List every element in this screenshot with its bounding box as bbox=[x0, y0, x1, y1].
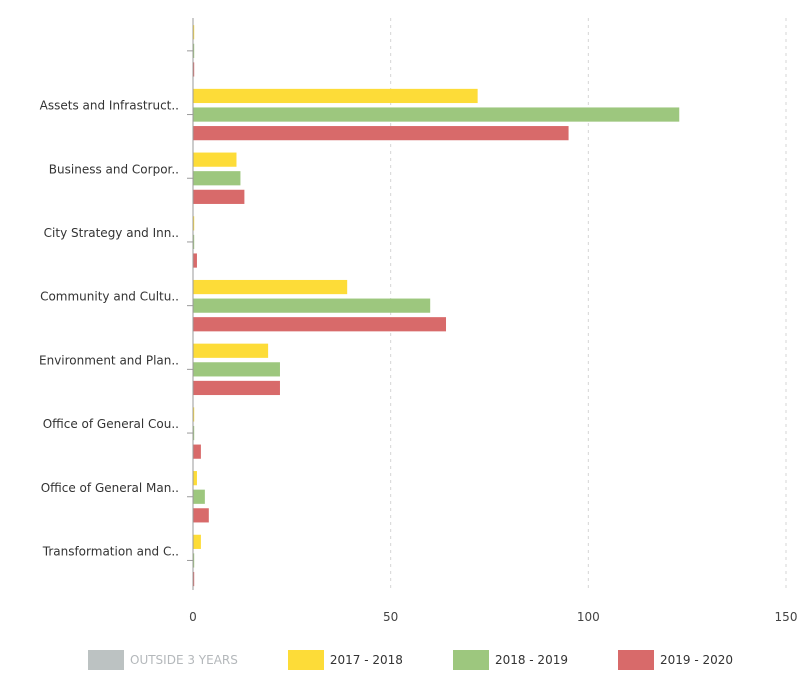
legend-item[interactable]: OUTSIDE 3 YEARS bbox=[88, 650, 238, 670]
bar[interactable] bbox=[193, 553, 195, 568]
bar[interactable] bbox=[193, 534, 201, 549]
bar[interactable] bbox=[193, 234, 195, 250]
bar-chart: Assets and Infrastruct.. Business and Cor… bbox=[39, 18, 797, 624]
bar[interactable] bbox=[193, 444, 201, 459]
bar[interactable] bbox=[193, 152, 237, 167]
category-label: City Strategy and Inn.. bbox=[44, 226, 179, 240]
legend-swatch bbox=[617, 650, 654, 670]
bar[interactable] bbox=[193, 380, 280, 396]
category-label: Office of General Man.. bbox=[41, 481, 179, 495]
bar[interactable] bbox=[193, 107, 680, 122]
bar[interactable] bbox=[193, 88, 478, 104]
bar[interactable] bbox=[193, 298, 431, 313]
category-label: Assets and Infrastruct.. bbox=[40, 99, 179, 113]
bar[interactable] bbox=[193, 126, 569, 141]
bar[interactable] bbox=[193, 171, 241, 186]
grid-lines bbox=[390, 18, 787, 592]
category-label: Transformation and C.. bbox=[42, 544, 179, 558]
category-label: Business and Corpor.. bbox=[49, 162, 179, 176]
bar[interactable] bbox=[193, 489, 205, 504]
bar[interactable] bbox=[193, 216, 195, 231]
value-tick-labels: 0 50 100 150 bbox=[189, 610, 797, 624]
x-tick-label: 100 bbox=[577, 610, 600, 624]
bar[interactable] bbox=[193, 62, 195, 77]
bar[interactable] bbox=[193, 43, 195, 58]
bar[interactable] bbox=[193, 343, 269, 358]
legend-label: OUTSIDE 3 YEARS bbox=[130, 653, 238, 667]
category-label: Community and Cultu.. bbox=[40, 290, 179, 304]
bar[interactable] bbox=[193, 471, 197, 486]
bar[interactable] bbox=[193, 25, 195, 40]
bars bbox=[193, 25, 680, 587]
legend-swatch bbox=[452, 650, 489, 670]
legend-item[interactable]: 2018 - 2019 bbox=[452, 650, 568, 670]
legend-label: 2019 - 2020 bbox=[659, 653, 734, 667]
legend-item[interactable]: 2017 - 2018 bbox=[287, 650, 403, 670]
category-label: Environment and Plan.. bbox=[39, 353, 179, 367]
legend-swatch bbox=[287, 650, 324, 670]
x-tick-label: 0 bbox=[189, 610, 197, 624]
bar[interactable] bbox=[193, 362, 280, 377]
x-tick-label: 50 bbox=[383, 610, 398, 624]
legend-label: 2017 - 2018 bbox=[329, 653, 403, 667]
x-tick-label: 150 bbox=[775, 610, 798, 624]
bar[interactable] bbox=[193, 571, 195, 587]
legend-item[interactable]: 2019 - 2020 bbox=[617, 650, 734, 670]
bar[interactable] bbox=[193, 189, 245, 204]
legend-swatch bbox=[88, 650, 124, 670]
bar[interactable] bbox=[193, 407, 195, 422]
bar[interactable] bbox=[193, 425, 195, 441]
bar[interactable] bbox=[193, 508, 209, 523]
category-labels: Assets and Infrastruct.. Business and Cor… bbox=[39, 50, 193, 561]
bar[interactable] bbox=[193, 279, 348, 295]
category-label: Office of General Cou.. bbox=[43, 417, 179, 431]
bar[interactable] bbox=[193, 317, 447, 332]
legend: OUTSIDE 3 YEARS 2017 - 2018 2018 - 2019 201… bbox=[88, 649, 783, 671]
bar[interactable] bbox=[193, 253, 197, 268]
legend-label: 2018 - 2019 bbox=[494, 653, 568, 667]
